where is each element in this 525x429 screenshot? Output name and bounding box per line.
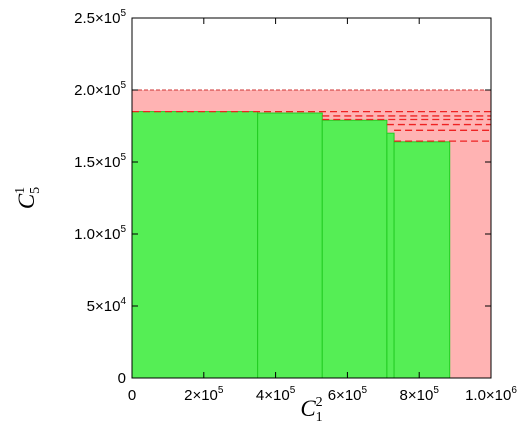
y-tick-label-5: 2.5×105 xyxy=(74,8,126,27)
tick-labels: 0 2×105 4×105 6×105 8×105 1.0×106 0 5×104 1.0×10… xyxy=(74,8,517,404)
allowed-region-step-1 xyxy=(257,112,323,379)
allowed-region-step-3 xyxy=(386,132,395,379)
y-tick-label-0: 0 xyxy=(118,370,126,387)
x-tick-label-3: 6×105 xyxy=(328,385,368,404)
y-tick-label-3: 1.5×105 xyxy=(74,152,126,171)
y-tick-label-1: 5×104 xyxy=(87,296,127,315)
y-tick-label-2: 1.0×105 xyxy=(74,224,126,243)
x-tick-label-5: 1.0×106 xyxy=(465,385,517,404)
x-axis-label: C12 xyxy=(300,395,322,425)
y-axis-label: C51 xyxy=(13,187,43,209)
axis-ticks xyxy=(131,17,492,379)
plot-frame xyxy=(131,17,492,379)
y-axis-label-sub: 5 xyxy=(28,187,43,194)
x-tick-label-2: 4×105 xyxy=(256,385,296,404)
boundary-lines xyxy=(132,110,491,142)
allowed-region-step-4 xyxy=(393,141,451,379)
x-tick-label-1: 2×105 xyxy=(184,385,224,404)
allowed-region-step-0 xyxy=(131,111,259,379)
plot-regions xyxy=(131,89,492,379)
y-tick-label-4: 2.0×105 xyxy=(74,80,126,99)
y-axis-label-sup: 1 xyxy=(13,187,28,194)
x-tick-label-0: 0 xyxy=(128,387,136,404)
x-axis-label-sup: 2 xyxy=(316,395,323,410)
x-tick-label-4: 8×105 xyxy=(400,385,440,404)
allowed-region-step-2 xyxy=(321,119,388,379)
x-axis-label-sub: 1 xyxy=(316,410,323,425)
